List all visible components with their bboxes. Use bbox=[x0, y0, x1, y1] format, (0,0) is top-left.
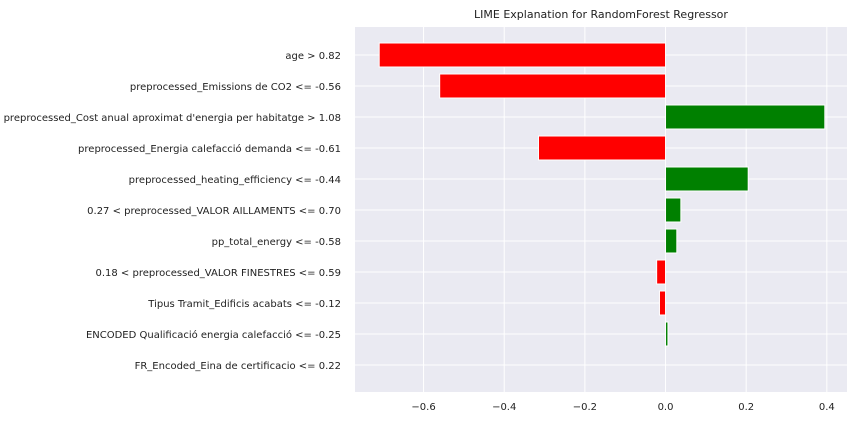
bar bbox=[665, 197, 682, 223]
chart-title: LIME Explanation for RandomForest Regres… bbox=[474, 8, 728, 21]
x-tick-label: 0.4 bbox=[819, 402, 835, 413]
x-tick-label: −0.6 bbox=[411, 402, 435, 413]
bar bbox=[658, 290, 667, 316]
bar bbox=[665, 321, 669, 347]
y-tick-label: age > 0.82 bbox=[285, 51, 341, 62]
x-tick-label: 0.0 bbox=[658, 402, 674, 413]
bar bbox=[665, 228, 678, 254]
bar bbox=[537, 135, 667, 161]
y-tick-label: preprocessed_Cost anual aproximat d'ener… bbox=[4, 113, 341, 124]
y-tick-label: preprocessed_Emissions de CO2 <= -0.56 bbox=[130, 82, 341, 93]
y-tick-labels: age > 0.82 preprocessed_Emissions de CO2 … bbox=[4, 51, 341, 372]
y-tick-label: 0.27 < preprocessed_VALOR AILLAMENTS <= … bbox=[87, 206, 341, 217]
bars bbox=[378, 42, 826, 347]
y-tick-label: ENCODED Qualificació energia calefacció … bbox=[86, 329, 341, 341]
x-tick-label: −0.2 bbox=[573, 402, 597, 413]
y-tick-label: pp_total_energy <= -0.58 bbox=[212, 237, 341, 248]
bar bbox=[439, 73, 667, 99]
y-tick-label: Tipus Tramit_Edificis acabats <= -0.12 bbox=[147, 299, 341, 310]
y-tick-label: preprocessed_Energia calefacció demanda … bbox=[78, 143, 341, 155]
y-tick-label: preprocessed_heating_efficiency <= -0.44 bbox=[129, 175, 341, 186]
x-tick-label: −0.4 bbox=[492, 402, 516, 413]
bar bbox=[378, 42, 667, 68]
bar bbox=[665, 104, 826, 130]
y-tick-label: 0.18 < preprocessed_VALOR FINESTRES <= 0… bbox=[95, 268, 341, 279]
bar bbox=[656, 259, 667, 285]
y-tick-label: FR_Encoded_Eina de certificacio <= 0.22 bbox=[135, 361, 341, 372]
x-tick-label: 0.2 bbox=[738, 402, 754, 413]
bar bbox=[665, 166, 749, 192]
x-tick-labels: −0.6 −0.4 −0.2 0.0 0.2 0.4 bbox=[411, 402, 834, 413]
